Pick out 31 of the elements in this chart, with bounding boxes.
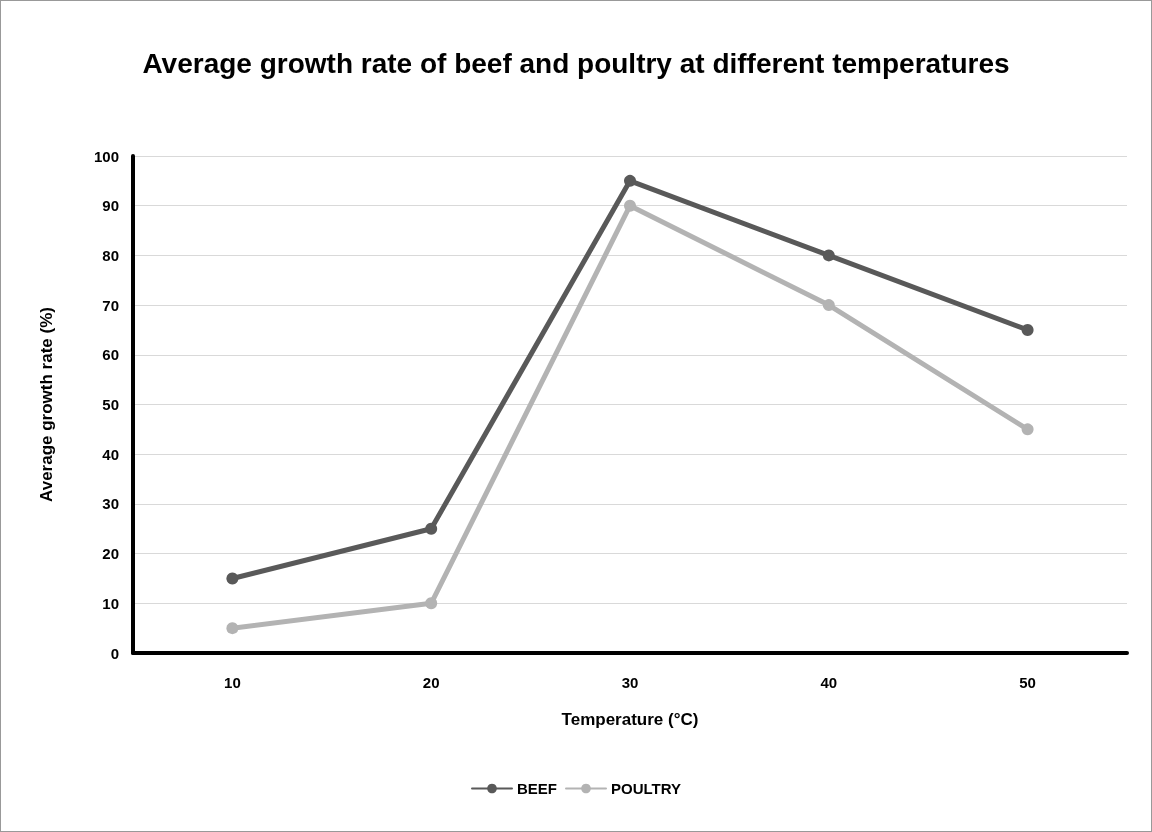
y-axis-title: Average growth rate (%) xyxy=(37,307,56,502)
point xyxy=(425,522,438,535)
y-tick-label: 100 xyxy=(93,147,119,165)
chart-title: Average growth rate of beef and poultry at different temperatures xyxy=(142,47,1010,79)
legend-label: BEEF xyxy=(517,780,558,797)
y-tick-label: 30 xyxy=(102,495,119,513)
y-tick-label: 90 xyxy=(102,197,119,215)
x-axis-title: Temperature (°C) xyxy=(561,710,699,729)
y-tick-label: 50 xyxy=(102,396,119,413)
point xyxy=(624,199,636,212)
y-tick-label: 10 xyxy=(102,594,119,612)
legend-label: POULTRY xyxy=(611,780,681,797)
point xyxy=(1021,423,1034,436)
x-tick-label: 20 xyxy=(422,674,440,691)
point xyxy=(1021,323,1034,336)
x-tick-label: 30 xyxy=(621,674,639,691)
x-tick-label: 50 xyxy=(1019,674,1036,691)
point xyxy=(624,174,636,187)
x-tick-label: 40 xyxy=(820,674,838,691)
point xyxy=(226,622,239,635)
y-tick-label: 40 xyxy=(102,445,119,463)
point xyxy=(425,597,438,610)
y-tick-label: 80 xyxy=(102,246,119,264)
point xyxy=(226,572,239,585)
y-tick-label: 20 xyxy=(102,545,119,563)
point xyxy=(822,249,835,262)
y-tick-label: 70 xyxy=(102,296,119,314)
y-tick-label: 0 xyxy=(110,644,119,662)
x-tick-label: 10 xyxy=(224,674,241,691)
point xyxy=(822,299,835,312)
y-tick-label: 60 xyxy=(102,346,119,364)
